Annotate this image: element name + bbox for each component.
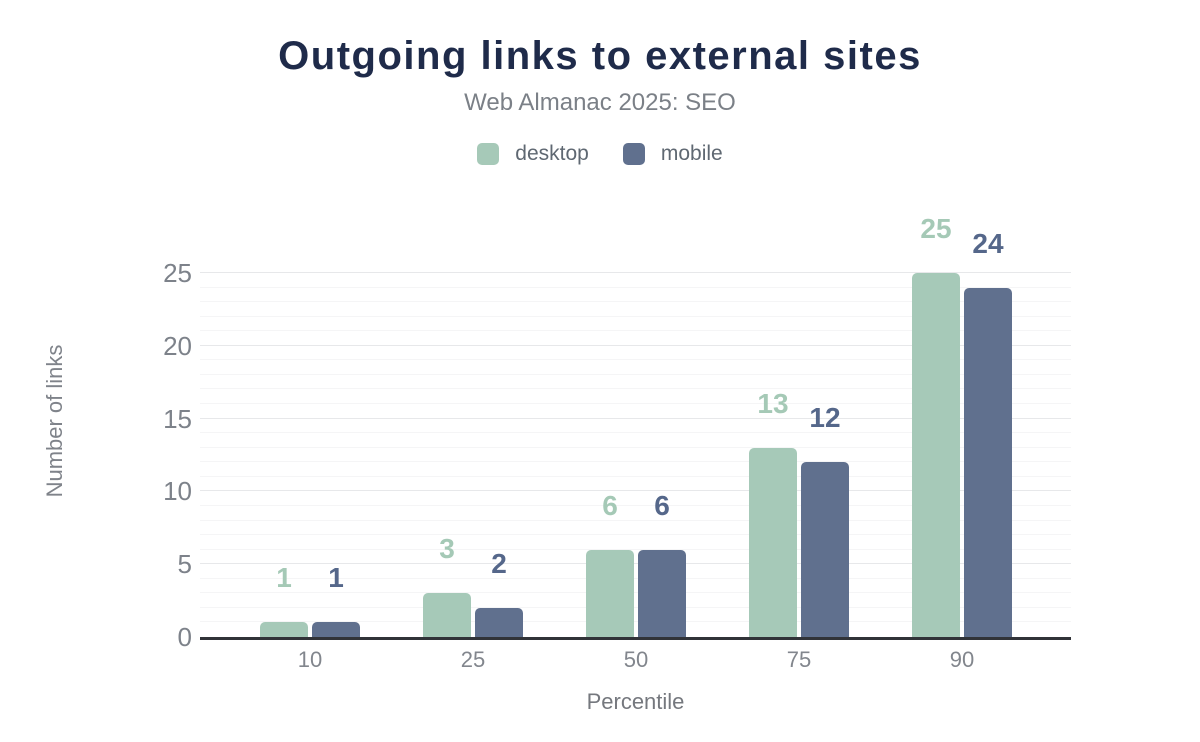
bar-value-label-mobile-p50: 6 (654, 489, 670, 521)
x-axis-tick-label: 90 (949, 647, 975, 672)
gridline (200, 519, 1071, 521)
x-axis-title: Percentile (586, 689, 685, 714)
gridline (200, 563, 1071, 565)
plot-area: 0 5 10 15 20 25 1 1 10 3 2 25 6 6 50 13 12 75 25 24 90 (163, 215, 1071, 672)
x-axis-tick-label: 10 (297, 647, 323, 672)
gridline (200, 490, 1071, 492)
chart-title: Outgoing links to external sites (278, 34, 922, 78)
x-axis-tick-label: 25 (460, 647, 486, 672)
y-axis-tick-label: 10 (163, 476, 192, 507)
bar-mobile-p50 (638, 549, 686, 637)
gridline (200, 446, 1071, 448)
gridline (200, 373, 1071, 375)
gridline (200, 286, 1071, 288)
bar-desktop-p90 (912, 273, 960, 637)
bar-mobile-p10 (312, 622, 360, 637)
legend-swatch-mobile-icon (622, 143, 645, 165)
y-axis-title: Number of links (42, 344, 67, 498)
gridline (200, 606, 1071, 608)
chart-subtitle: Web Almanac 2025: SEO (464, 89, 736, 116)
legend: desktop mobile (0, 142, 1200, 166)
gridline (200, 621, 1071, 623)
gridline (200, 475, 1071, 477)
bar-value-label-mobile-p25: 2 (491, 547, 507, 579)
bar-desktop-p50 (586, 549, 634, 637)
bar-value-label-desktop-p90: 25 (920, 213, 952, 244)
x-axis-tick-label: 75 (786, 647, 812, 672)
y-axis-tick-label: 15 (163, 403, 192, 434)
legend-item-desktop[interactable]: desktop (477, 142, 589, 166)
gridline (200, 592, 1071, 594)
gridline (200, 461, 1071, 463)
gridline (200, 272, 1071, 273)
gridline (200, 403, 1071, 405)
x-axis-tick-label: 50 (623, 647, 649, 672)
gridline (200, 577, 1071, 579)
gridline (200, 417, 1071, 419)
bar-mobile-p75 (801, 462, 849, 637)
gridline (200, 548, 1071, 550)
gridline (200, 388, 1071, 390)
gridline (200, 432, 1071, 434)
bar-value-label-desktop-p25: 3 (439, 533, 455, 565)
bar-value-label-desktop-p75: 13 (757, 387, 789, 419)
bar-value-label-mobile-p75: 12 (809, 402, 841, 434)
bar-value-label-mobile-p10: 1 (328, 562, 344, 594)
legend-item-mobile[interactable]: mobile (622, 142, 723, 166)
gridline (200, 344, 1071, 346)
bar-mobile-p90 (964, 287, 1012, 637)
gridline (200, 504, 1071, 506)
gridline (200, 301, 1071, 303)
bar-value-label-mobile-p90: 24 (972, 227, 1004, 259)
y-axis-tick-label: 5 (177, 549, 192, 580)
bar-mobile-p25 (475, 607, 523, 637)
legend-label-mobile: mobile (660, 142, 723, 165)
bar-value-label-desktop-p10: 1 (276, 562, 292, 594)
legend-swatch-desktop-icon (477, 143, 500, 165)
y-axis-tick-label: 25 (163, 258, 192, 288)
bar-value-label-desktop-p50: 6 (602, 489, 618, 521)
y-axis-tick-label: 20 (163, 330, 192, 361)
bar-desktop-p10 (260, 622, 308, 637)
gridline (200, 359, 1071, 361)
gridline (200, 330, 1071, 332)
gridline (200, 534, 1071, 536)
bar-desktop-p75 (749, 447, 797, 637)
legend-label-desktop: desktop (515, 142, 589, 165)
bar-desktop-p25 (423, 593, 471, 637)
y-axis-tick-label: 0 (177, 622, 192, 652)
gridline (200, 315, 1071, 317)
